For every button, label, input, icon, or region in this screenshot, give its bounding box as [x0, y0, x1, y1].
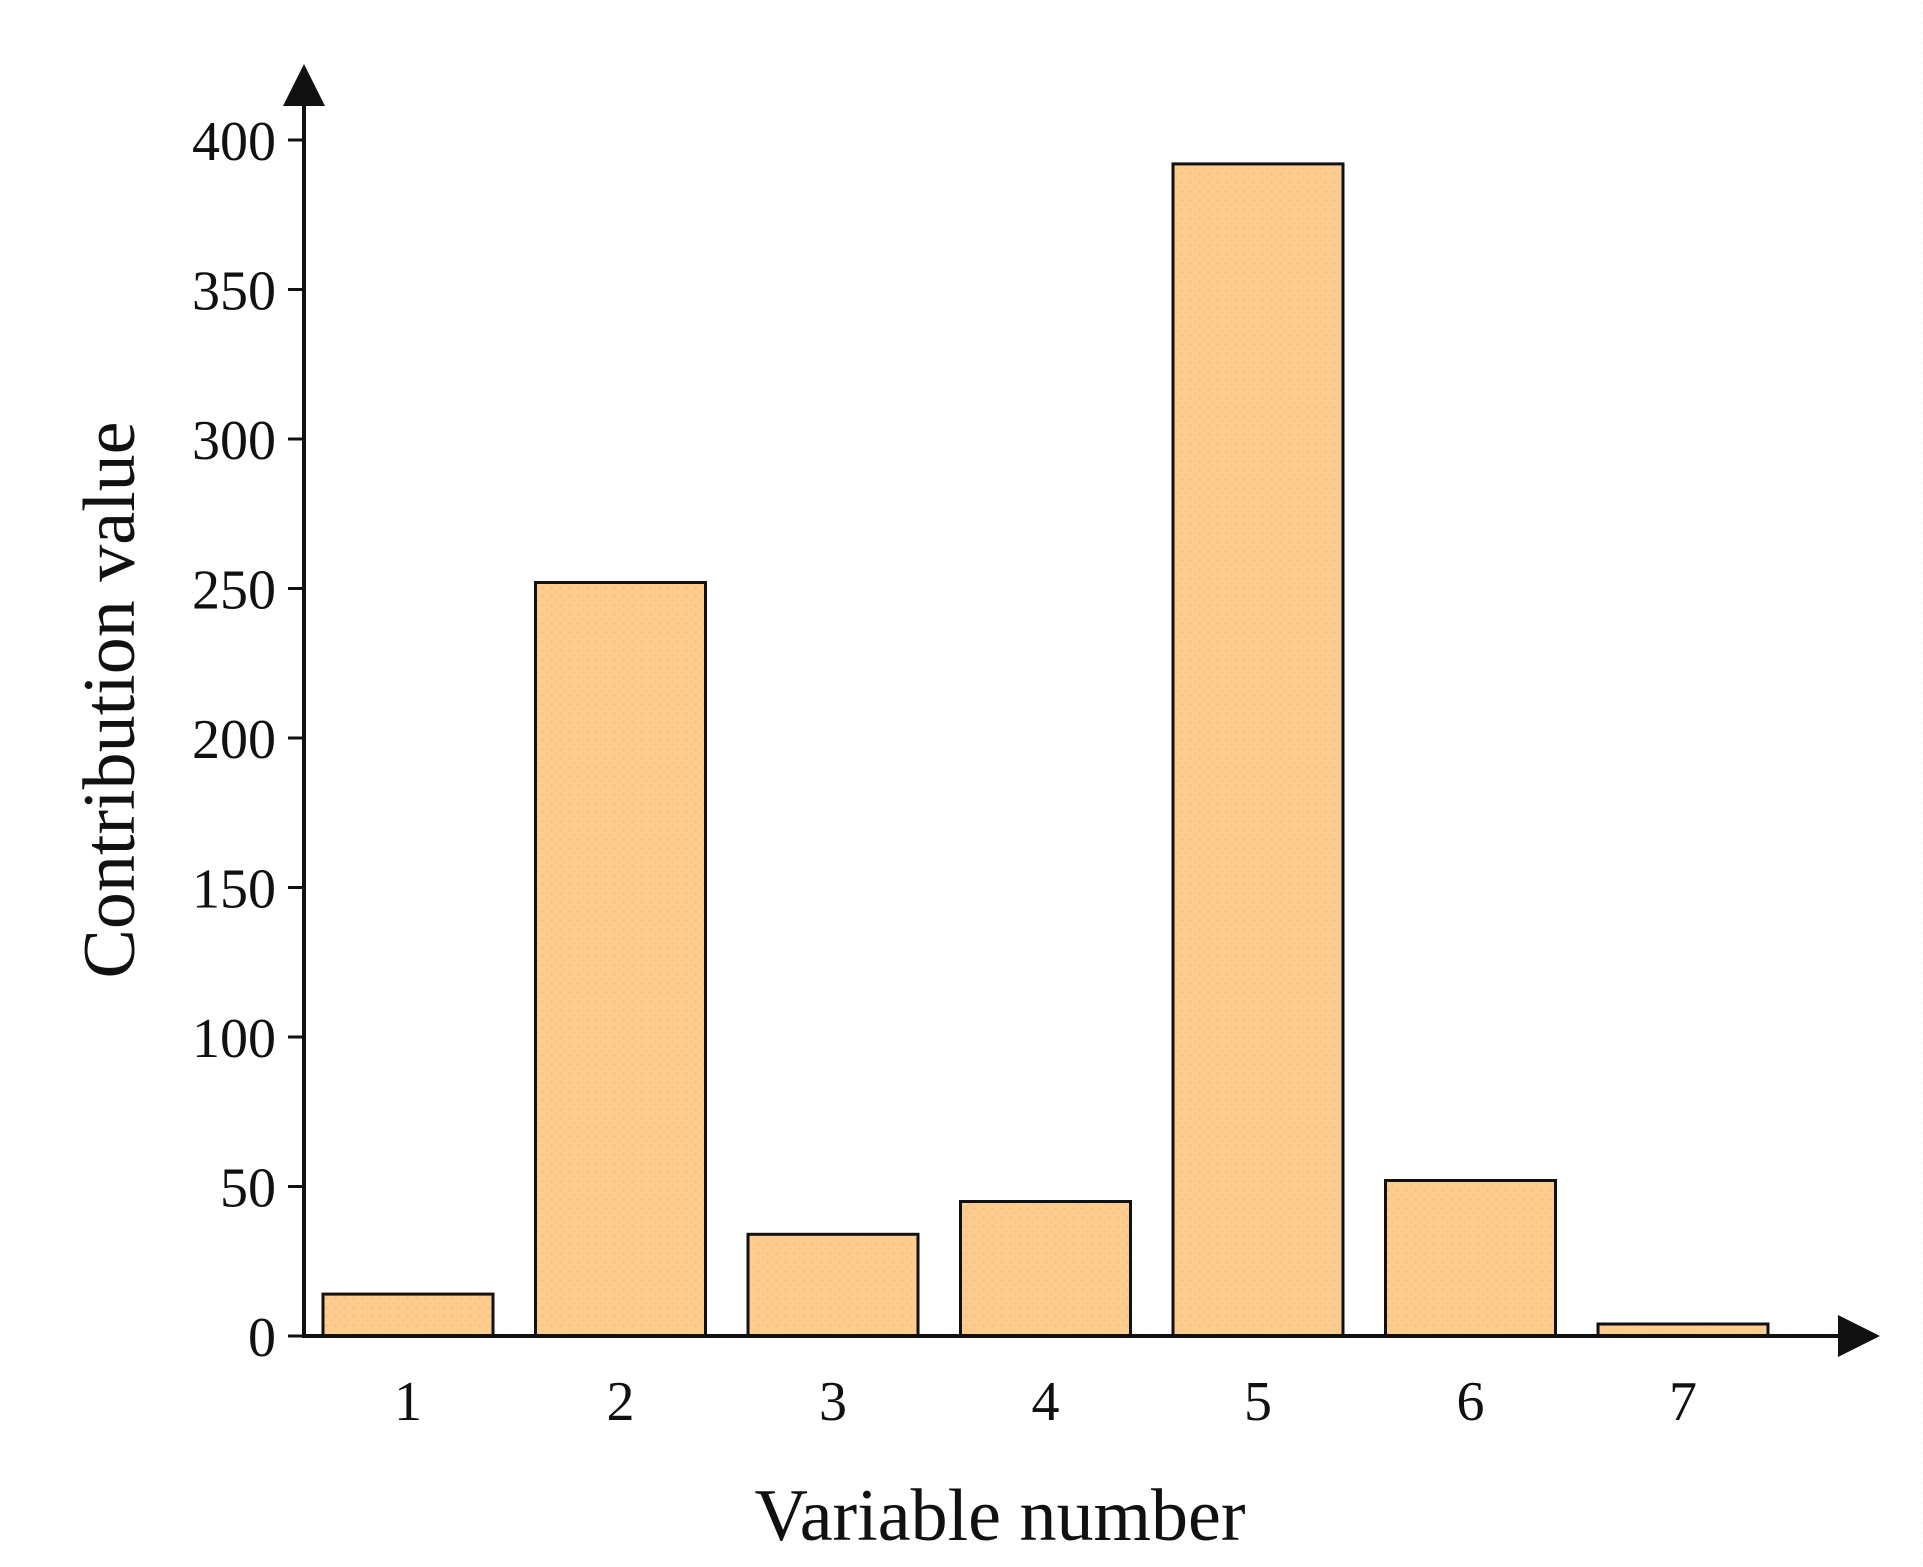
bar-variable-1	[321, 1292, 495, 1338]
bar-variable-6	[1384, 1179, 1557, 1338]
y-tick-label: 0	[248, 1307, 276, 1369]
x-tick-label: 4	[1032, 1371, 1060, 1433]
x-tick-label: 2	[607, 1371, 635, 1433]
y-axis-title: Contribution value	[69, 422, 151, 979]
bar-variable-3	[746, 1232, 920, 1338]
bar-variable-5	[1171, 162, 1345, 1338]
y-axis-arrow	[283, 64, 325, 106]
y-tick-label: 350	[192, 261, 276, 323]
y-tick-label: 50	[220, 1158, 276, 1220]
x-tick-label: 5	[1244, 1371, 1272, 1433]
x-tick-label: 3	[819, 1371, 847, 1433]
y-tick-label: 150	[192, 859, 276, 921]
y-tick-label: 100	[192, 1008, 276, 1070]
y-tick-label: 400	[192, 111, 276, 173]
bar-variable-2	[534, 581, 707, 1338]
y-ticks-layer: 0 50 100 150 200 250 300 350 400	[192, 111, 304, 1369]
x-tick-label: 6	[1457, 1371, 1485, 1433]
x-tick-label: 1	[394, 1371, 422, 1433]
y-tick-label: 300	[192, 410, 276, 472]
axes-layer	[283, 64, 1880, 1357]
x-axis-title: Variable number	[754, 1475, 1245, 1557]
x-axis-arrow	[1838, 1315, 1880, 1357]
y-tick-label: 200	[192, 709, 276, 771]
bar-variable-4	[959, 1200, 1132, 1338]
x-tick-label: 7	[1669, 1371, 1697, 1433]
y-tick-label: 250	[192, 560, 276, 622]
bars-layer	[321, 162, 1770, 1338]
x-ticks-layer: 1 2 3 4 5 6 7	[394, 1371, 1697, 1433]
